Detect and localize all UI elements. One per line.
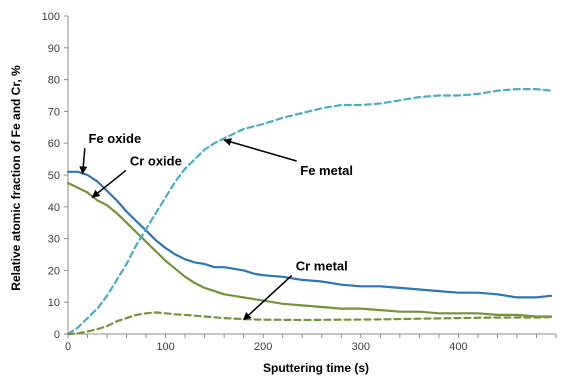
x-axis-title: Sputtering time (s) [263, 361, 369, 375]
annotation-label-fe-metal: Fe metal [300, 163, 353, 178]
x-tick-label: 400 [449, 341, 467, 353]
y-axis-title: Relative atomic fraction of Fe and Cr, % [9, 65, 23, 291]
series-layer [66, 88, 553, 336]
annotations: Fe oxide Cr oxide Fe metal Cr metal [79, 131, 353, 321]
y-tick-label: 90 [48, 43, 60, 55]
y-tick-label: 80 [48, 75, 60, 87]
annotation-arrow-cr-oxide [91, 169, 127, 198]
series-line-cr-oxide [66, 181, 553, 318]
annotation-arrow-fe-metal [223, 138, 297, 162]
axes: 0 10 20 30 40 50 60 70 80 90 100 0 100 200 300 400 [42, 11, 557, 353]
y-tick-label: 40 [48, 202, 60, 214]
y-tick-label: 0 [54, 329, 60, 341]
y-tick-label: 10 [48, 297, 60, 309]
x-tick-label: 100 [156, 341, 174, 353]
y-tick-label: 20 [48, 265, 60, 277]
annotation-arrow-cr-metal [242, 274, 293, 321]
x-tick-label: 0 [65, 341, 71, 353]
y-tick-label: 60 [48, 138, 60, 150]
series-line-fe-oxide [66, 170, 553, 299]
x-tick-label: 200 [254, 341, 272, 353]
x-tick-label: 300 [352, 341, 370, 353]
series-line-cr-metal [66, 311, 553, 336]
annotation-arrow-fe-oxide [79, 148, 88, 175]
y-tick-label: 100 [42, 11, 60, 23]
series-line-fe-metal [66, 88, 553, 336]
annotation-label-cr-oxide: Cr oxide [130, 153, 182, 168]
annotation-label-fe-oxide: Fe oxide [88, 131, 141, 146]
y-tick-label: 70 [48, 106, 60, 118]
y-tick-label: 30 [48, 234, 60, 246]
annotation-label-cr-metal: Cr metal [296, 258, 348, 273]
y-tick-label: 50 [48, 170, 60, 182]
